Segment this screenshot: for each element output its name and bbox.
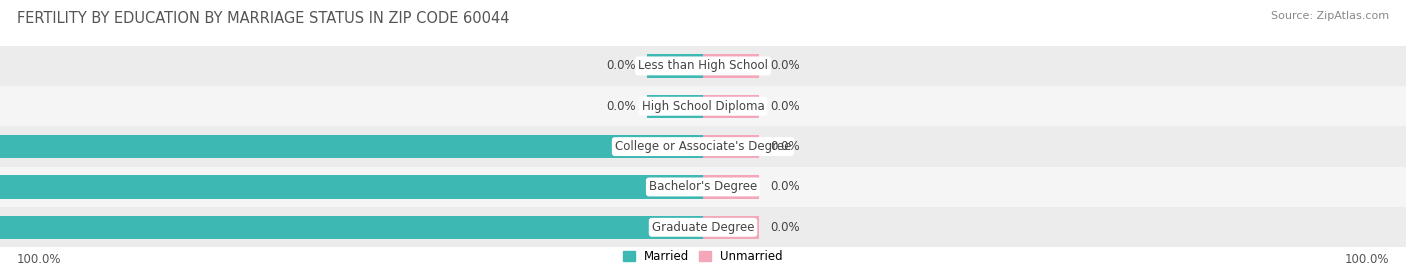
- Text: 0.0%: 0.0%: [770, 140, 800, 153]
- Bar: [0, 126, 1406, 167]
- Bar: [647, 95, 703, 118]
- Text: 0.0%: 0.0%: [770, 100, 800, 113]
- Text: High School Diploma: High School Diploma: [641, 100, 765, 113]
- Text: FERTILITY BY EDUCATION BY MARRIAGE STATUS IN ZIP CODE 60044: FERTILITY BY EDUCATION BY MARRIAGE STATU…: [17, 11, 509, 26]
- Bar: [0, 135, 703, 158]
- Text: 100.0%: 100.0%: [1344, 253, 1389, 266]
- Text: 0.0%: 0.0%: [770, 180, 800, 193]
- Bar: [0, 216, 703, 239]
- Text: 0.0%: 0.0%: [770, 59, 800, 72]
- Bar: [703, 95, 759, 118]
- Bar: [703, 135, 759, 158]
- Bar: [0, 86, 1406, 126]
- Text: 0.0%: 0.0%: [770, 221, 800, 234]
- Text: 0.0%: 0.0%: [606, 100, 637, 113]
- Text: Less than High School: Less than High School: [638, 59, 768, 72]
- Text: College or Associate's Degree: College or Associate's Degree: [614, 140, 792, 153]
- Text: Source: ZipAtlas.com: Source: ZipAtlas.com: [1271, 11, 1389, 21]
- Text: 0.0%: 0.0%: [606, 59, 637, 72]
- Bar: [0, 175, 703, 199]
- Legend: Married, Unmarried: Married, Unmarried: [623, 250, 783, 263]
- Text: Graduate Degree: Graduate Degree: [652, 221, 754, 234]
- Bar: [0, 167, 1406, 207]
- Text: 100.0%: 100.0%: [17, 253, 62, 266]
- Bar: [647, 54, 703, 78]
- Text: Bachelor's Degree: Bachelor's Degree: [650, 180, 756, 193]
- Bar: [703, 216, 759, 239]
- Bar: [703, 54, 759, 78]
- Bar: [0, 207, 1406, 247]
- Bar: [0, 46, 1406, 86]
- Bar: [703, 175, 759, 199]
